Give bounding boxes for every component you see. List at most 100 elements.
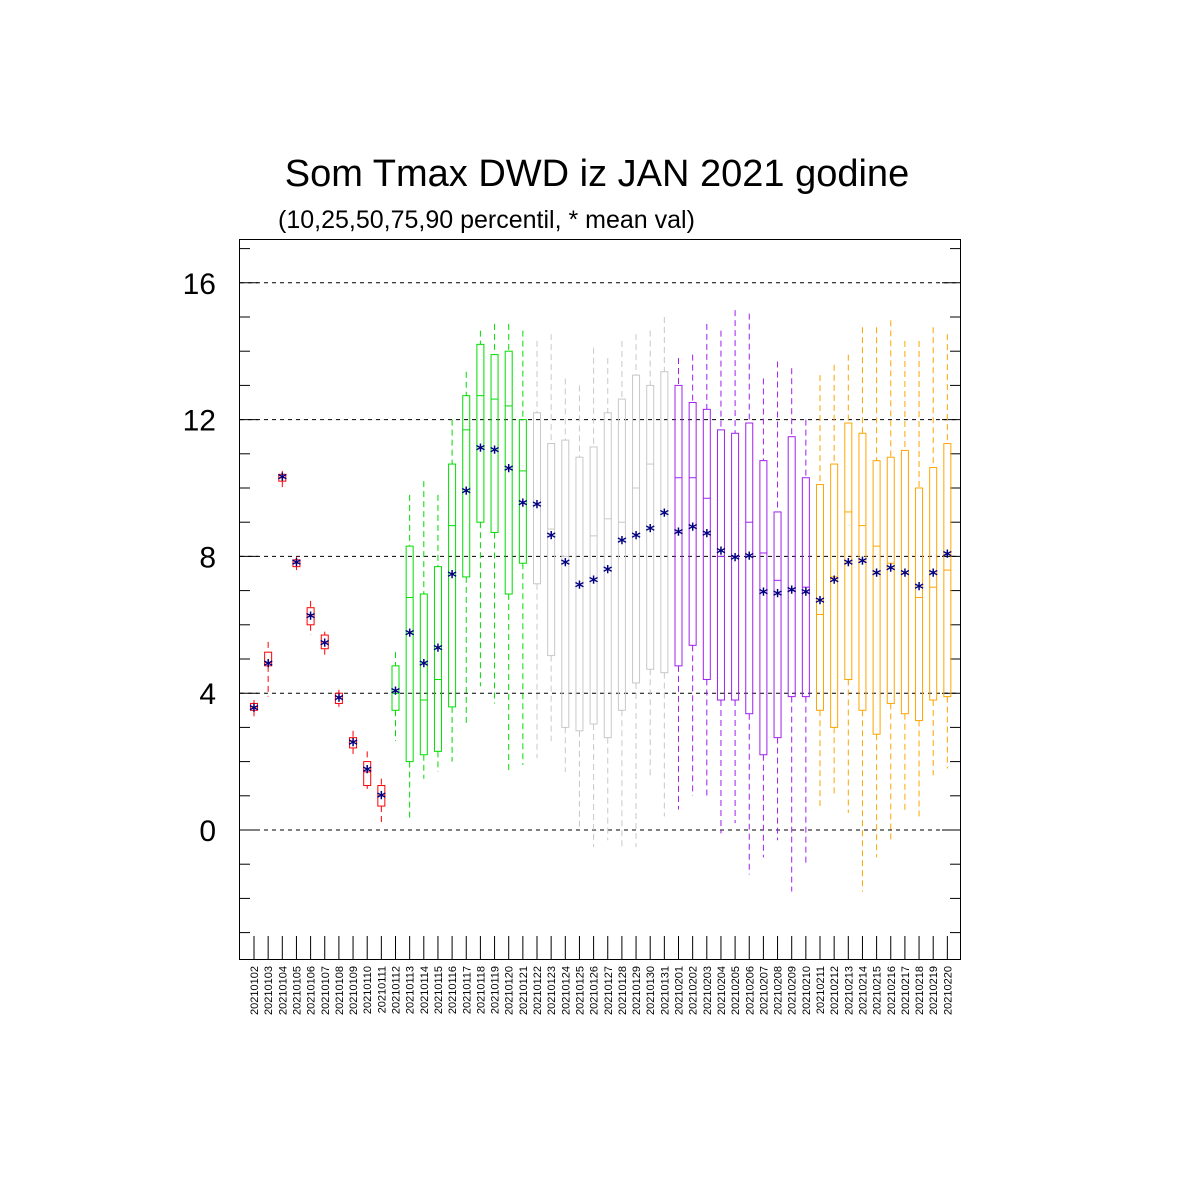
mean-marker: * bbox=[716, 543, 726, 564]
mean-marker: * bbox=[773, 586, 783, 607]
mean-marker: * bbox=[263, 656, 273, 677]
box-iqr bbox=[872, 460, 881, 735]
box-20210114 bbox=[419, 481, 428, 779]
mean-marker: * bbox=[405, 625, 415, 646]
box-iqr bbox=[547, 443, 556, 657]
box-iqr bbox=[433, 566, 442, 752]
box-iqr bbox=[349, 737, 358, 749]
box-iqr bbox=[759, 460, 768, 756]
box-20210113 bbox=[405, 494, 414, 820]
mean-marker: * bbox=[645, 521, 655, 542]
mean-marker: * bbox=[419, 656, 429, 677]
mean-marker: * bbox=[504, 461, 514, 482]
box-20210122 bbox=[533, 340, 541, 759]
box-20210208 bbox=[773, 361, 782, 841]
box-iqr bbox=[660, 371, 669, 674]
box-iqr bbox=[886, 456, 895, 704]
mean-marker: * bbox=[688, 519, 698, 540]
box-iqr bbox=[716, 429, 725, 701]
mean-marker: * bbox=[348, 735, 358, 756]
chart-title: Som Tmax DWD iz JAN 2021 godine bbox=[285, 153, 909, 195]
x-tick-label: 20210102 bbox=[249, 966, 261, 1015]
box-20210131 bbox=[660, 317, 669, 817]
mean-marker: * bbox=[745, 548, 755, 569]
x-tick-label: 20210202 bbox=[688, 966, 700, 1015]
box-20210214 bbox=[858, 327, 867, 892]
mean-marker: * bbox=[561, 555, 571, 576]
x-tick-label: 20210116 bbox=[447, 966, 459, 1014]
box-iqr bbox=[646, 384, 655, 670]
box-20210111 bbox=[377, 778, 386, 824]
x-tick-label: 20210125 bbox=[574, 966, 586, 1015]
box-20210220 bbox=[943, 334, 952, 769]
box-iqr bbox=[306, 607, 315, 626]
box-iqr bbox=[603, 412, 612, 739]
x-tick-label: 20210108 bbox=[334, 966, 346, 1015]
x-tick-label: 20210124 bbox=[560, 966, 572, 1015]
grid-lines bbox=[240, 282, 960, 831]
box-iqr bbox=[490, 354, 499, 533]
y-tick-label: 4 bbox=[199, 678, 216, 711]
x-tick-label: 20210109 bbox=[348, 966, 360, 1015]
plot-frame bbox=[239, 239, 961, 960]
mean-marker: * bbox=[433, 641, 443, 662]
mean-marker: * bbox=[886, 560, 896, 581]
x-tick-label: 20210128 bbox=[617, 966, 629, 1015]
box-iqr bbox=[419, 593, 428, 756]
mean-marker: * bbox=[759, 584, 769, 605]
x-tick-label: 20210107 bbox=[320, 966, 332, 1015]
mean-marker: * bbox=[575, 577, 585, 598]
x-tick-label: 20210130 bbox=[645, 966, 657, 1015]
x-tick-label: 20210203 bbox=[702, 966, 714, 1015]
box-20210103 bbox=[264, 641, 273, 697]
x-tick-label: 20210111 bbox=[376, 966, 388, 1013]
x-tick-label: 20210206 bbox=[744, 966, 756, 1015]
mean-marker: * bbox=[914, 579, 924, 600]
box-iqr bbox=[476, 343, 485, 523]
box-20210123 bbox=[547, 334, 556, 742]
x-tick-label: 20210126 bbox=[589, 966, 601, 1015]
x-tick-label: 20210121 bbox=[518, 966, 530, 1015]
box-iqr bbox=[816, 484, 824, 711]
mean-marker: * bbox=[702, 526, 712, 547]
box-iqr bbox=[674, 384, 683, 667]
x-tick-label: 20210201 bbox=[674, 966, 686, 1015]
x-tick-label: 20210215 bbox=[872, 966, 884, 1015]
x-tick-label: 20210209 bbox=[787, 966, 799, 1015]
mean-marker: * bbox=[844, 555, 854, 576]
mean-marker: * bbox=[462, 483, 472, 504]
box-20210209 bbox=[787, 368, 796, 892]
mean-marker: * bbox=[306, 608, 316, 629]
mean-marker: * bbox=[589, 572, 599, 593]
box-plot-series bbox=[250, 310, 952, 892]
box-20210130 bbox=[646, 330, 655, 776]
box-20210106 bbox=[306, 600, 315, 636]
box-iqr bbox=[533, 412, 541, 585]
box-20210216 bbox=[886, 320, 895, 844]
mean-marker: * bbox=[872, 566, 882, 587]
x-tick-label: 20210205 bbox=[730, 966, 742, 1015]
x-tick-label: 20210113 bbox=[405, 966, 417, 1014]
x-tick-label: 20210105 bbox=[291, 966, 303, 1015]
mean-markers: ***************** *** **** * ** * *** * ** * ** * * *… bbox=[249, 441, 952, 809]
x-tick-label: 20210216 bbox=[886, 966, 898, 1015]
box-20210213 bbox=[844, 354, 853, 813]
box-20210116 bbox=[448, 419, 457, 762]
box-20210218 bbox=[915, 340, 924, 817]
mean-marker: * bbox=[362, 762, 372, 783]
box-20210121 bbox=[518, 330, 527, 766]
x-tick-label: 20210129 bbox=[631, 966, 643, 1015]
mean-marker: * bbox=[858, 554, 868, 575]
box-20210128 bbox=[617, 340, 626, 851]
box-20210210 bbox=[801, 419, 810, 865]
mean-marker: * bbox=[603, 562, 613, 583]
box-iqr bbox=[745, 422, 754, 715]
mean-marker: * bbox=[292, 555, 302, 576]
x-tick-label: 20210220 bbox=[942, 966, 954, 1015]
x-tick-label: 20210119 bbox=[490, 966, 502, 1014]
x-tick-label: 20210210 bbox=[801, 966, 813, 1015]
box-iqr bbox=[702, 408, 711, 681]
box-20210118 bbox=[476, 330, 485, 687]
x-tick-label: 20210112 bbox=[391, 966, 403, 1014]
